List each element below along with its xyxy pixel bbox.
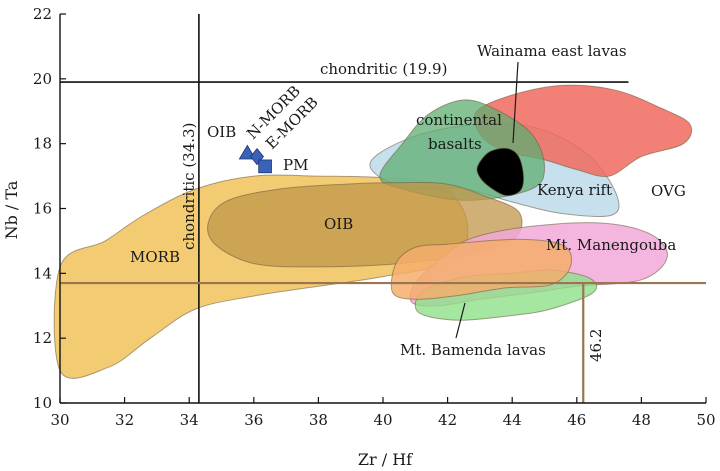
label-bamenda: Mt. Bamenda lavas [400,341,546,359]
fields-layer [53,84,693,379]
axes-layer: 30 32 34 36 38 40 42 44 46 48 50 10 12 14 16 18 20 22 [33,5,716,429]
y-tick-label-10: 10 [33,394,52,412]
x-tick-label-40: 40 [373,411,392,429]
x-tick-label-44: 44 [503,411,522,429]
y-tick-label-14: 14 [33,264,52,282]
field-Wainama-east-lavas [476,147,525,197]
x-tick-label-36: 36 [244,411,263,429]
label-oib: OIB [324,215,353,233]
x-tick-label-32: 32 [115,411,134,429]
x-tick-label-46: 46 [567,411,586,429]
label-oib-marker: OIB [207,123,236,141]
x-tick-label-50: 50 [696,411,715,429]
y-tick-label-16: 16 [33,200,52,218]
x-tick-label-34: 34 [180,411,199,429]
x-tick-label-48: 48 [632,411,651,429]
marker-PM [258,159,272,174]
y-tick-label-20: 20 [33,70,52,88]
y-tick-label-12: 12 [33,329,52,347]
label-wainama: Wainama east lavas [477,42,627,60]
y-axis-title: Nb / Ta [2,180,21,239]
wainama-leader [512,61,519,144]
x-tick-label-42: 42 [438,411,457,429]
label-basalts: basalts [428,135,482,153]
bamenda-leader [455,302,466,339]
x-tick-label-30: 30 [50,411,69,429]
label-kenya-rift: Kenya rift [537,181,612,199]
label-pm: PM [283,156,308,174]
label-chondritic-34-3: chondritic (34.3) [180,123,198,250]
label-morb: MORB [130,248,180,266]
label-manengouba: Mt. Manengouba [546,236,676,254]
markers-layer [238,144,272,174]
label-46-2: 46.2 [587,329,605,362]
y-tick-label-18: 18 [33,135,52,153]
y-tick-label-22: 22 [33,5,52,23]
label-ovg: OVG [651,182,686,200]
reference-lines-layer [60,14,706,403]
x-axis-title: Zr / Hf [358,450,413,469]
field-Mt-Manengouba-tan [390,238,573,300]
x-tick-label-38: 38 [309,411,328,429]
label-continental: continental [416,111,502,129]
label-chondritic-19-9: chondritic (19.9) [320,60,447,78]
